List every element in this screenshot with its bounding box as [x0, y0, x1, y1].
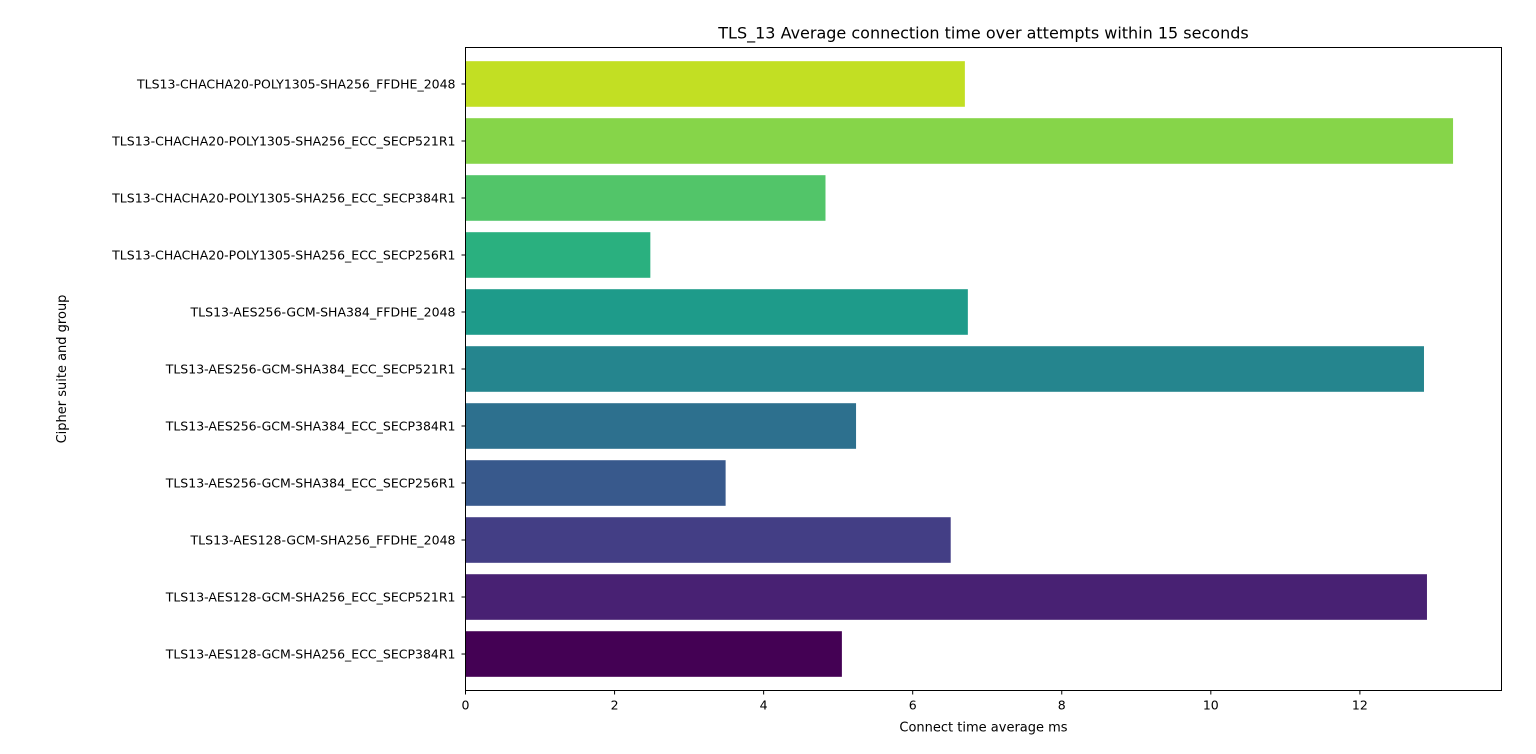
bar-TLS13-AES256-GCM-SHA384_ECC_SECP384R1	[465, 403, 857, 449]
y-tick-label: TLS13-AES128-GCM-SHA256_ECC_SECP384R1	[165, 647, 456, 662]
bar-TLS13-CHACHA20-POLY1305-SHA256_ECC_SECP384R1	[465, 175, 826, 221]
y-tick-label: TLS13-AES256-GCM-SHA384_ECC_SECP384R1	[165, 419, 456, 434]
bar-TLS13-CHACHA20-POLY1305-SHA256_ECC_SECP256R1	[465, 232, 651, 278]
bars-group	[465, 61, 1454, 677]
x-tick-labels: 0 2 4 6 8 10 12	[462, 690, 1368, 713]
x-axis-label: Connect time average ms	[899, 721, 1067, 736]
bar-TLS13-AES256-GCM-SHA384_ECC_SECP256R1	[465, 460, 726, 506]
plot-frame	[465, 47, 1502, 691]
bar-TLS13-CHACHA20-POLY1305-SHA256_ECC_SECP521R1	[465, 118, 1454, 164]
y-tick-labels: TLS13-AES128-GCM-SHA256_ECC_SECP384R1 TLS…	[111, 76, 466, 662]
y-axis-label: Cipher suite and group	[55, 295, 70, 444]
x-tick-label: 0	[462, 698, 470, 713]
y-tick-label: TLS13-CHACHA20-POLY1305-SHA256_ECC_SECP2…	[111, 247, 455, 262]
bar-TLS13-CHACHA20-POLY1305-SHA256_FFDHE_2048	[465, 61, 965, 107]
x-tick-label: 10	[1203, 698, 1219, 713]
y-tick-label: TLS13-CHACHA20-POLY1305-SHA256_FFDHE_204…	[136, 76, 456, 91]
y-tick-label: TLS13-CHACHA20-POLY1305-SHA256_ECC_SECP3…	[111, 190, 455, 205]
bar-TLS13-AES128-GCM-SHA256_ECC_SECP384R1	[465, 631, 842, 677]
y-tick-label: TLS13-AES128-GCM-SHA256_ECC_SECP521R1	[165, 590, 456, 605]
y-tick-label: TLS13-AES128-GCM-SHA256_FFDHE_2048	[190, 533, 456, 548]
bar-TLS13-AES256-GCM-SHA384_ECC_SECP521R1	[465, 346, 1424, 392]
x-tick-label: 8	[1058, 698, 1066, 713]
y-tick-label: TLS13-AES256-GCM-SHA384_ECC_SECP256R1	[165, 476, 456, 491]
y-tick-label: TLS13-AES256-GCM-SHA384_FFDHE_2048	[190, 304, 456, 319]
bar-TLS13-AES128-GCM-SHA256_ECC_SECP521R1	[465, 574, 1427, 620]
y-tick-label: TLS13-CHACHA20-POLY1305-SHA256_ECC_SECP5…	[111, 133, 455, 148]
x-tick-label: 12	[1352, 698, 1368, 713]
x-tick-label: 4	[760, 698, 768, 713]
bar-TLS13-AES128-GCM-SHA256_FFDHE_2048	[465, 517, 951, 563]
y-tick-label: TLS13-AES256-GCM-SHA384_ECC_SECP521R1	[165, 362, 456, 377]
chart-title: TLS_13 Average connection time over atte…	[717, 24, 1248, 44]
x-tick-label: 2	[611, 698, 619, 713]
x-tick-label: 6	[909, 698, 917, 713]
bar-TLS13-AES256-GCM-SHA384_FFDHE_2048	[465, 289, 968, 335]
